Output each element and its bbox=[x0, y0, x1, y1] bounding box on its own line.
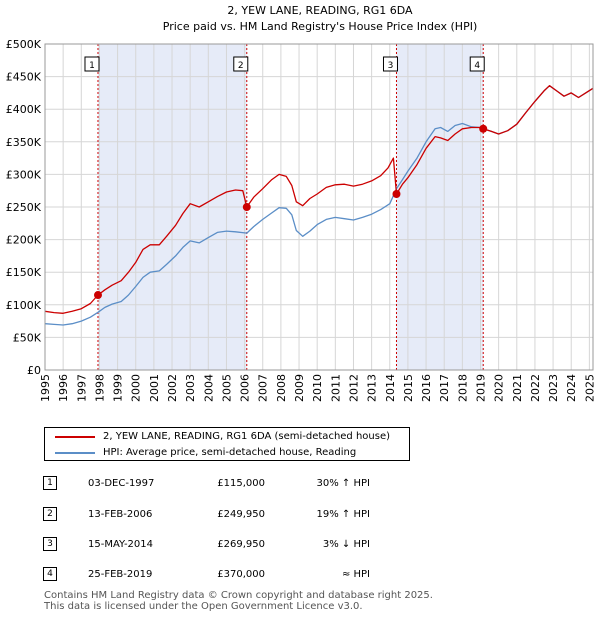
sale-date: 13-FEB-2006 bbox=[88, 509, 153, 520]
footer-copyright: Contains HM Land Registry data © Crown c… bbox=[44, 590, 433, 601]
sale-point bbox=[93, 291, 102, 300]
sale-price: £370,000 bbox=[217, 569, 265, 580]
plot-frame bbox=[44, 43, 594, 371]
x-tick-label: 2013 bbox=[366, 374, 379, 402]
sale-hpi-comparison: 30% ↑ HPI bbox=[316, 478, 370, 489]
sale-date: 25-FEB-2019 bbox=[88, 569, 153, 580]
sale-price: £249,950 bbox=[217, 509, 265, 520]
sale-row: 1 03-DEC-1997 £115,000 30% ↑ HPI bbox=[0, 474, 600, 494]
x-tick-label: 2016 bbox=[420, 374, 433, 402]
x-tick-label: 2015 bbox=[402, 374, 415, 402]
x-tick-label: 2014 bbox=[384, 374, 397, 402]
sale-label-number: 3 bbox=[388, 61, 394, 71]
sale-hpi-comparison: ≈ HPI bbox=[341, 569, 370, 580]
sale-label-number: 1 bbox=[89, 61, 95, 71]
x-tick-label: 2004 bbox=[202, 374, 215, 402]
x-tick-label: 2018 bbox=[456, 374, 469, 402]
sale-date: 03-DEC-1997 bbox=[88, 478, 155, 489]
sale-point bbox=[392, 189, 401, 198]
x-tick-label: 2006 bbox=[239, 374, 252, 402]
x-tick-label: 2025 bbox=[583, 374, 596, 402]
y-tick-label: £500K bbox=[6, 38, 42, 51]
x-tick-label: 2022 bbox=[529, 374, 542, 402]
sale-label-box bbox=[469, 56, 485, 72]
x-tick-label: 2001 bbox=[148, 374, 161, 402]
chart-title: 2, YEW LANE, READING, RG1 6DA bbox=[227, 4, 413, 17]
y-tick-label: £350K bbox=[6, 136, 42, 149]
x-tick-label: 2020 bbox=[493, 374, 506, 402]
x-tick-label: 1996 bbox=[57, 374, 70, 402]
x-tick-label: 2011 bbox=[329, 374, 342, 402]
y-tick-label: £150K bbox=[6, 266, 42, 279]
sale-label-box bbox=[233, 56, 249, 72]
price-chart: 2, YEW LANE, READING, RG1 6DA Price paid… bbox=[6, 4, 597, 402]
sale-hpi-comparison: 3% ↓ HPI bbox=[322, 539, 370, 550]
y-tick-label: £50K bbox=[13, 331, 42, 344]
sale-label-number: 2 bbox=[238, 61, 244, 71]
x-tick-label: 2019 bbox=[474, 374, 487, 402]
sale-label-box bbox=[84, 56, 100, 72]
legend-swatch-hpi bbox=[55, 452, 95, 454]
legend-swatch-property bbox=[55, 436, 95, 438]
x-tick-label: 2009 bbox=[293, 374, 306, 402]
y-tick-label: £100K bbox=[6, 299, 42, 312]
sale-row: 3 15-MAY-2014 £269,950 3% ↓ HPI bbox=[0, 535, 600, 555]
chart-subtitle: Price paid vs. HM Land Registry's House … bbox=[163, 20, 478, 33]
sale-price: £269,950 bbox=[217, 539, 265, 550]
sale-number-badge: 4 bbox=[43, 567, 57, 581]
y-tick-label: £0 bbox=[27, 364, 41, 377]
y-tick-label: £400K bbox=[6, 103, 42, 116]
y-tick-label: £200K bbox=[6, 234, 42, 247]
sale-date: 15-MAY-2014 bbox=[88, 539, 154, 550]
x-tick-label: 2023 bbox=[547, 374, 560, 402]
x-tick-label: 2003 bbox=[184, 374, 197, 402]
x-tick-label: 2005 bbox=[220, 374, 233, 402]
sale-number-badge: 1 bbox=[43, 476, 57, 490]
legend-label-property: 2, YEW LANE, READING, RG1 6DA (semi-deta… bbox=[103, 431, 391, 442]
sale-price: £115,000 bbox=[217, 478, 265, 489]
x-tick-label: 2008 bbox=[275, 374, 288, 402]
footer-licence: This data is licensed under the Open Gov… bbox=[44, 601, 363, 612]
x-tick-label: 2010 bbox=[311, 374, 324, 402]
legend-label-hpi: HPI: Average price, semi-detached house,… bbox=[103, 447, 357, 458]
footer-attribution: Contains HM Land Registry data © Crown c… bbox=[44, 590, 433, 612]
sale-hpi-comparison: 19% ↑ HPI bbox=[316, 509, 370, 520]
sale-label-number: 4 bbox=[474, 61, 480, 71]
y-tick-label: £300K bbox=[6, 168, 42, 181]
legend: 2, YEW LANE, READING, RG1 6DA (semi-deta… bbox=[44, 427, 410, 461]
x-tick-label: 1995 bbox=[39, 374, 52, 402]
sale-point bbox=[479, 124, 488, 133]
sale-number-badge: 3 bbox=[43, 537, 57, 551]
x-tick-label: 1997 bbox=[75, 374, 88, 402]
series-line-property bbox=[44, 85, 594, 314]
x-tick-label: 2007 bbox=[257, 374, 270, 402]
x-tick-label: 2017 bbox=[438, 374, 451, 402]
x-tick-label: 1999 bbox=[112, 374, 125, 402]
sale-point bbox=[242, 203, 251, 212]
sale-row: 2 13-FEB-2006 £249,950 19% ↑ HPI bbox=[0, 505, 600, 525]
y-tick-label: £450K bbox=[6, 71, 42, 84]
x-tick-label: 1998 bbox=[93, 374, 106, 402]
x-tick-label: 2024 bbox=[565, 374, 578, 402]
y-tick-label: £250K bbox=[6, 201, 42, 214]
sale-label-box bbox=[382, 56, 398, 72]
sale-number-badge: 2 bbox=[43, 507, 57, 521]
x-tick-label: 2002 bbox=[166, 374, 179, 402]
x-tick-label: 2021 bbox=[511, 374, 524, 402]
x-tick-label: 2000 bbox=[130, 374, 143, 402]
sale-row: 4 25-FEB-2019 £370,000 ≈ HPI bbox=[0, 565, 600, 585]
x-tick-label: 2012 bbox=[347, 374, 360, 402]
